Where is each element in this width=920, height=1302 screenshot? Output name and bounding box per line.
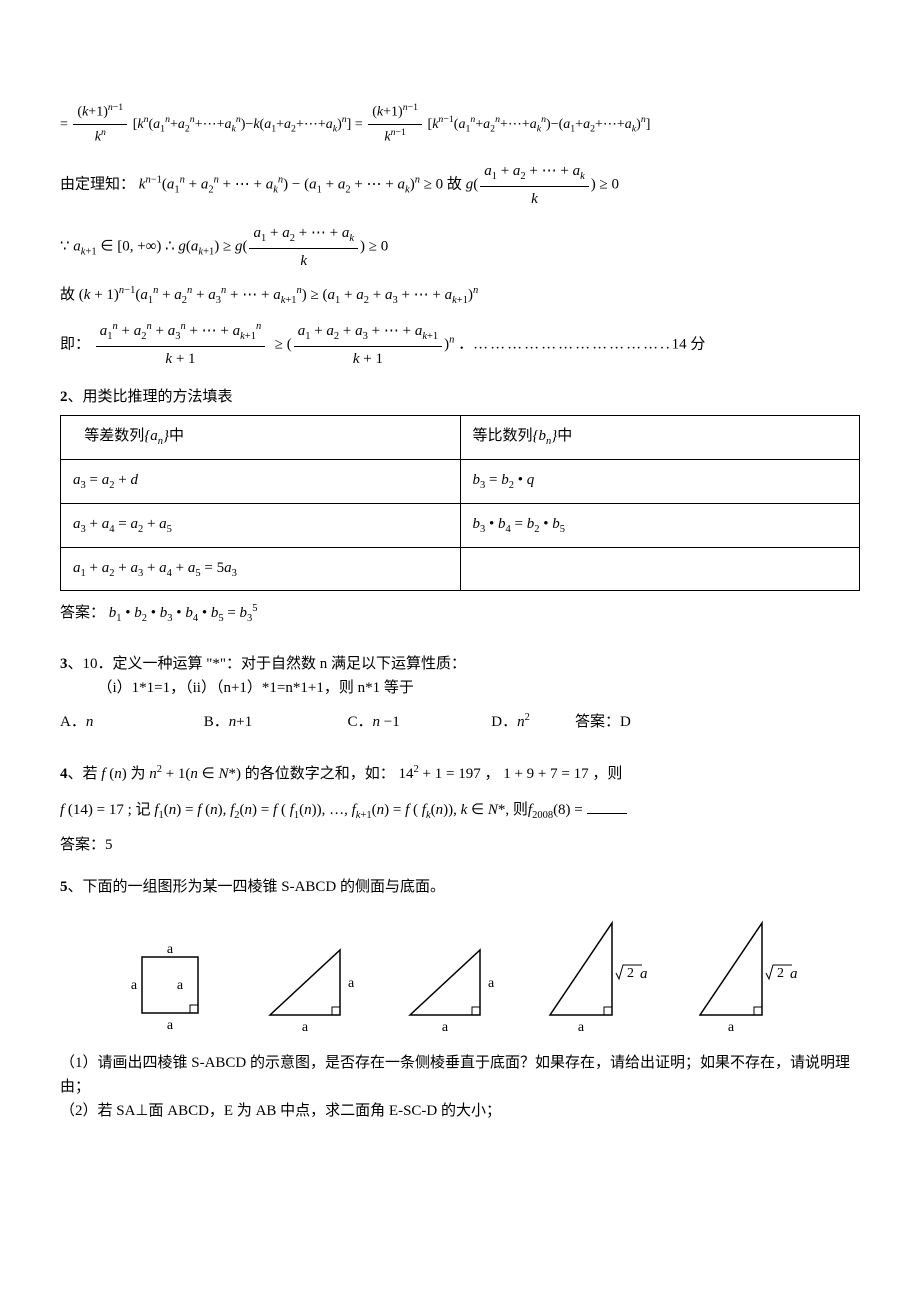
option-C: C．n −1 bbox=[348, 710, 488, 734]
q3-answer: D bbox=[620, 714, 631, 730]
frac-num: a1 + a2 + ⋯ + ak bbox=[480, 159, 589, 187]
svg-text:a: a bbox=[442, 1020, 449, 1035]
figure-triangle-sqrt2a-1: a 2 a bbox=[530, 915, 650, 1035]
dots: …………………………….. bbox=[473, 337, 672, 353]
question-4: 4、若 f (n) 为 n2 + 1(n ∈ N*) 的各位数字之和，如： 14… bbox=[60, 762, 860, 857]
svg-text:a: a bbox=[488, 976, 495, 991]
q5-sub1: （1）请画出四棱锥 S-ABCD 的示意图，是否存在一条侧棱垂直于底面？如果存在… bbox=[60, 1051, 860, 1099]
figure-square: a a a a bbox=[120, 935, 220, 1035]
table-header-right: 等比数列{bn}中 bbox=[460, 416, 860, 460]
q3-number: 3 bbox=[60, 656, 68, 672]
figure-triangle-aa-2: a a bbox=[390, 935, 500, 1035]
q5-title: 、下面的一组图形为某一四棱锥 S-ABCD 的侧面与底面。 bbox=[68, 879, 446, 895]
svg-text:a: a bbox=[640, 966, 648, 982]
q5-sub2: （2）若 SA⊥面 ABCD，E 为 AB 中点，求二面角 E-SC-D 的大小… bbox=[60, 1099, 860, 1123]
q2-answer: 答案： b1 • b2 • b3 • b4 • b5 = b35 bbox=[60, 601, 860, 628]
table-row: 等差数列{an}中 等比数列{bn}中 bbox=[61, 416, 860, 460]
table-row: a1 + a2 + a3 + a4 + a5 = 5a3 bbox=[61, 547, 860, 591]
table-header-left: 等差数列{an}中 bbox=[61, 416, 461, 460]
table-row: a3 + a4 = a2 + a5 b3 • b4 = b2 • b5 bbox=[61, 503, 860, 547]
svg-text:a: a bbox=[302, 1020, 309, 1035]
svg-text:2: 2 bbox=[777, 966, 784, 981]
proof-line-4: 故 (k + 1)n−1(a1n + a2n + a3n + ⋯ + ak+1n… bbox=[60, 283, 860, 310]
proof-line-1: = (k+1)n−1 kn [kn(a1n+a2n+⋯+akn)−k(a1+a2… bbox=[60, 100, 860, 149]
question-2: 2、用类比推理的方法填表 等差数列{an}中 等比数列{bn}中 a3 = a2… bbox=[60, 385, 860, 628]
text: 由定理知： bbox=[60, 176, 135, 192]
table-row: a3 = a2 + d b3 = b2 • q bbox=[61, 460, 860, 504]
svg-text:a: a bbox=[177, 978, 184, 993]
cell: a3 + a4 = a2 + a5 bbox=[61, 503, 461, 547]
text: 故 bbox=[60, 287, 79, 303]
blank bbox=[587, 813, 627, 814]
q3-sub: （i）1*1=1，（ii）（n+1）*1=n*1+1，则 n*1 等于 bbox=[98, 676, 414, 700]
option-B: B．n+1 bbox=[204, 710, 344, 734]
cell-empty bbox=[460, 547, 860, 591]
svg-text:a: a bbox=[790, 966, 798, 982]
svg-text:a: a bbox=[167, 1018, 174, 1033]
question-3: 3、10．定义一种运算 "*"：对于自然数 n 满足以下运算性质： （i）1*1… bbox=[60, 652, 860, 734]
cell: b3 = b2 • q bbox=[460, 460, 860, 504]
analogy-table: 等差数列{an}中 等比数列{bn}中 a3 = a2 + d b3 = b2 … bbox=[60, 415, 860, 591]
figures-row: a a a a a a a a a bbox=[60, 915, 860, 1035]
svg-text:a: a bbox=[131, 978, 138, 993]
score: 14 分 bbox=[672, 337, 706, 353]
q4-line-2: f (14) = 17 ; 记 f1(n) = f (n), f2(n) = f… bbox=[60, 798, 860, 825]
q2-number: 2 bbox=[60, 389, 68, 405]
svg-text:a: a bbox=[578, 1020, 585, 1035]
svg-text:a: a bbox=[348, 976, 355, 991]
cell: b3 • b4 = b2 • b5 bbox=[460, 503, 860, 547]
q4-number: 4 bbox=[60, 766, 68, 782]
figure-triangle-aa-1: a a bbox=[250, 935, 360, 1035]
option-A: A．n bbox=[60, 710, 200, 734]
proof-line-2: 由定理知： kn−1(a1n + a2n + ⋯ + akn) − (a1 + … bbox=[60, 159, 860, 211]
text: 故 bbox=[447, 176, 466, 192]
q3-answer-label: 答案： bbox=[575, 714, 620, 730]
q3-options: A．n B．n+1 C．n −1 D．n2 答案：D bbox=[60, 710, 860, 734]
proof-line-5: 即： a1n + a2n + a3n + ⋯ + ak+1n k + 1 ≥ (… bbox=[60, 319, 860, 371]
svg-text:a: a bbox=[728, 1020, 735, 1035]
q4-answer: 答案：5 bbox=[60, 833, 860, 857]
option-D: D．n2 bbox=[491, 710, 571, 734]
q2-title: 、用类比推理的方法填表 bbox=[68, 389, 233, 405]
cell: a1 + a2 + a3 + a4 + a5 = 5a3 bbox=[61, 547, 461, 591]
frac-den: k bbox=[480, 187, 589, 211]
proof-line-3: ∵ ak+1 ∈ [0, +∞) ∴ g(ak+1) ≥ g(a1 + a2 +… bbox=[60, 221, 860, 273]
question-5: 5、下面的一组图形为某一四棱锥 S-ABCD 的侧面与底面。 a a a a a… bbox=[60, 875, 860, 1123]
figure-triangle-sqrt2a-2: a 2 a bbox=[680, 915, 800, 1035]
q3-title: 、10．定义一种运算 "*"：对于自然数 n 满足以下运算性质： bbox=[68, 656, 467, 672]
svg-text:a: a bbox=[167, 942, 174, 957]
page: = (k+1)n−1 kn [kn(a1n+a2n+⋯+akn)−k(a1+a2… bbox=[0, 0, 920, 1183]
text: 即： bbox=[60, 337, 90, 353]
q5-number: 5 bbox=[60, 879, 68, 895]
cell: a3 = a2 + d bbox=[61, 460, 461, 504]
svg-text:2: 2 bbox=[627, 966, 634, 981]
